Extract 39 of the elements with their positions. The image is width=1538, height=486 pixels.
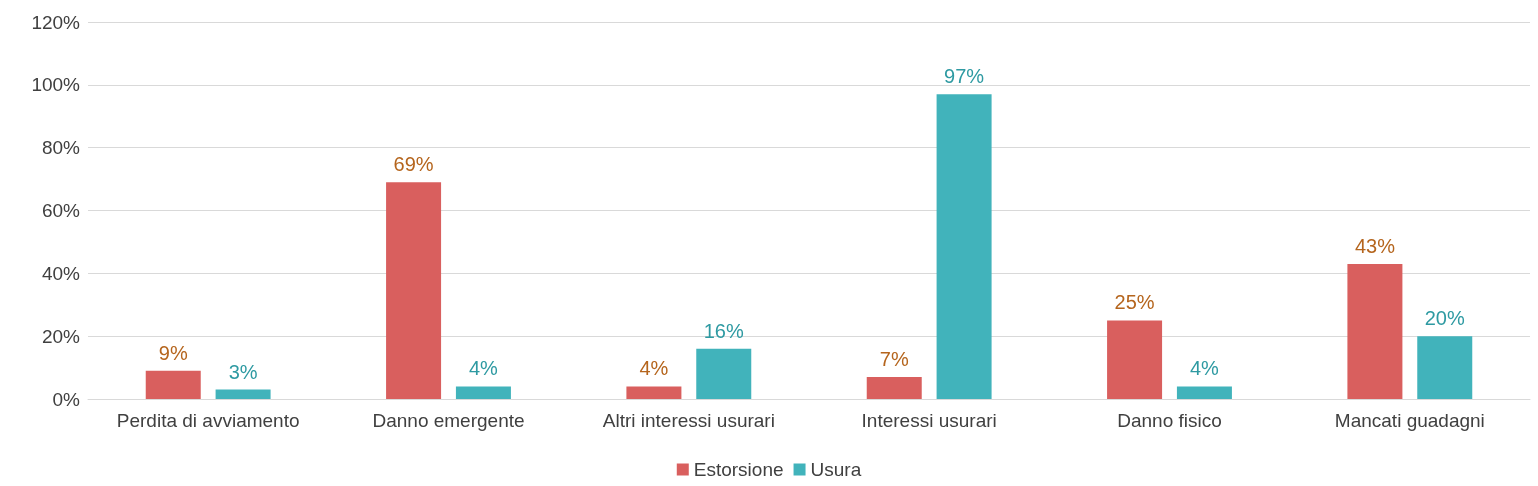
bar <box>145 370 201 399</box>
y-tick-label: 80% <box>41 137 81 159</box>
data-label: 20% <box>1424 307 1465 330</box>
data-label: 4% <box>639 357 669 380</box>
data-label: 4% <box>468 357 499 380</box>
data-label: 69% <box>393 153 434 176</box>
data-label: 43% <box>1354 234 1396 257</box>
legend-label: Estorsione <box>693 459 784 480</box>
x-tick-label: Danno fisico <box>1117 410 1222 431</box>
data-label: 4% <box>1189 357 1220 380</box>
bar <box>455 386 511 399</box>
x-tick-label: Danno emergente <box>372 410 525 431</box>
y-tick-label: 0% <box>52 388 81 410</box>
y-tick-label: 20% <box>41 325 81 347</box>
x-tick-label: Mancati guadagni <box>1334 410 1485 431</box>
x-tick-label: Altri interessi usurari <box>602 410 775 431</box>
bar <box>1347 263 1403 399</box>
data-label: 9% <box>158 341 188 364</box>
y-tick-label: 100% <box>31 74 81 96</box>
legend-label: Usura <box>810 459 862 480</box>
y-tick-label: 60% <box>41 200 81 221</box>
x-tick-label: Perdita di avviamento <box>116 410 300 431</box>
bar <box>626 386 682 399</box>
bar <box>866 377 922 399</box>
y-tick-label: 120% <box>31 11 81 33</box>
data-label: 16% <box>703 319 744 342</box>
bar <box>386 182 442 399</box>
data-label: 97% <box>944 65 985 88</box>
bar <box>696 348 752 399</box>
bar <box>1417 336 1473 399</box>
bar <box>1107 320 1163 399</box>
bar <box>215 389 271 399</box>
x-tick-label: Interessi usurari <box>861 410 997 431</box>
bar <box>936 94 992 399</box>
data-label: 25% <box>1114 291 1155 314</box>
bar <box>1176 386 1232 399</box>
y-tick-label: 40% <box>41 262 81 284</box>
data-label: 3% <box>228 360 258 383</box>
data-label: 7% <box>879 348 909 371</box>
